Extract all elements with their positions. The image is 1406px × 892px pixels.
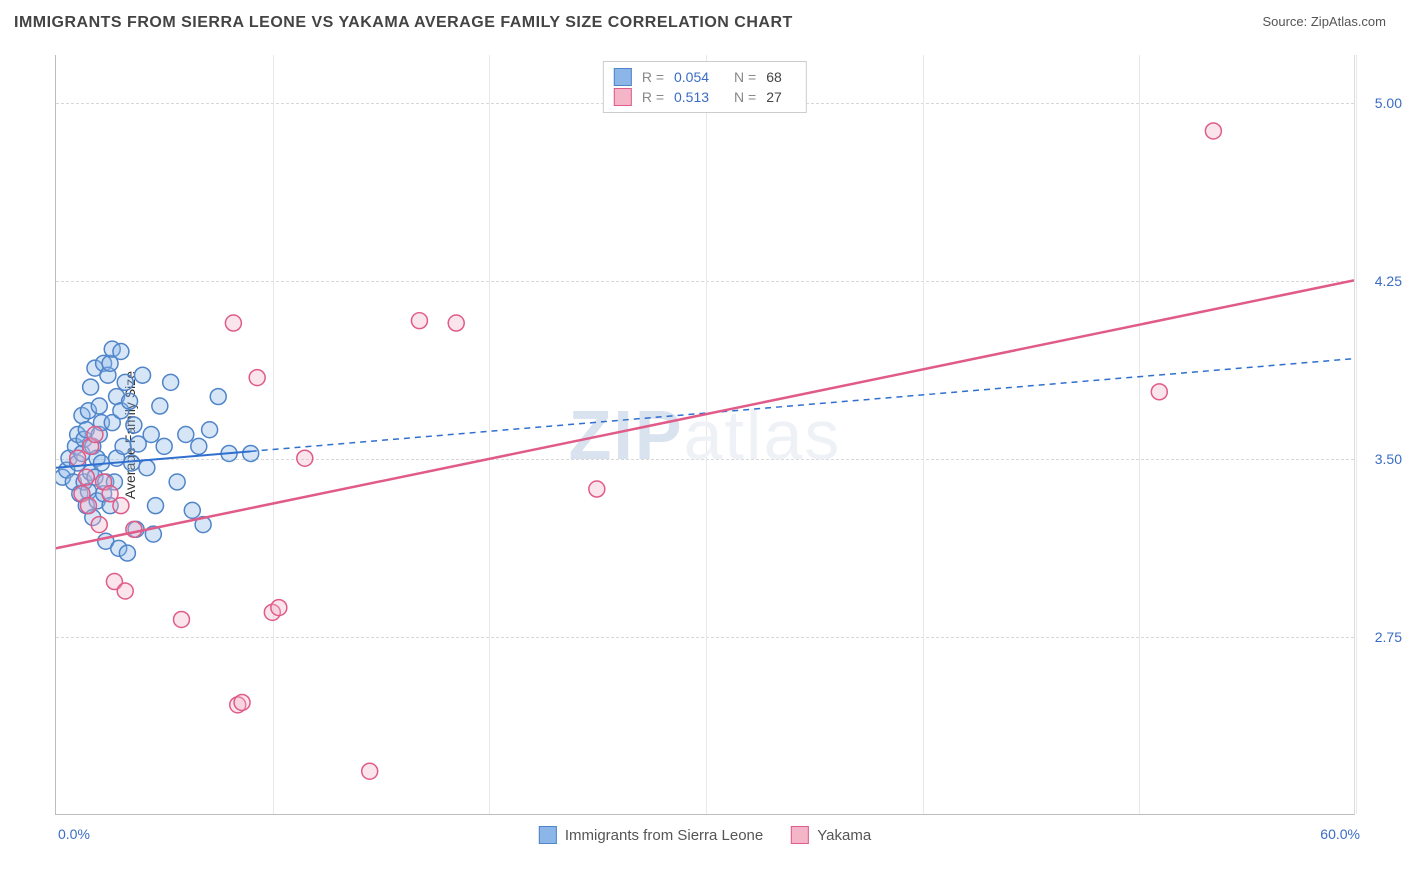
r-label: R = bbox=[642, 89, 664, 105]
chart-svg-layer bbox=[56, 55, 1354, 814]
legend-stats-row-yakama: R = 0.513 N = 27 bbox=[614, 88, 796, 106]
title-bar: IMMIGRANTS FROM SIERRA LEONE VS YAKAMA A… bbox=[0, 0, 1406, 32]
y-tick: 3.50 bbox=[1358, 451, 1402, 467]
swatch-sierra bbox=[614, 68, 632, 86]
n-label: N = bbox=[734, 89, 756, 105]
r-value-yakama: 0.513 bbox=[674, 89, 724, 105]
page-title: IMMIGRANTS FROM SIERRA LEONE VS YAKAMA A… bbox=[14, 14, 793, 32]
r-value-sierra: 0.054 bbox=[674, 69, 724, 85]
swatch-sierra bbox=[539, 826, 557, 844]
legend-label-yakama: Yakama bbox=[817, 827, 871, 844]
source-label: Source: ZipAtlas.com bbox=[1262, 14, 1386, 29]
n-label: N = bbox=[734, 69, 756, 85]
watermark-light: atlas bbox=[684, 396, 842, 474]
y-tick: 5.00 bbox=[1358, 95, 1402, 111]
n-value-sierra: 68 bbox=[766, 69, 796, 85]
legend-label-sierra: Immigrants from Sierra Leone bbox=[565, 827, 763, 844]
r-label: R = bbox=[642, 69, 664, 85]
source-link[interactable]: ZipAtlas.com bbox=[1311, 14, 1386, 29]
legend-item-sierra: Immigrants from Sierra Leone bbox=[539, 826, 763, 844]
swatch-yakama bbox=[791, 826, 809, 844]
legend-stats-row-sierra: R = 0.054 N = 68 bbox=[614, 68, 796, 86]
legend-bottom: Immigrants from Sierra Leone Yakama bbox=[539, 826, 871, 844]
y-tick: 2.75 bbox=[1358, 629, 1402, 645]
x-tick-max: 60.0% bbox=[1320, 826, 1360, 842]
n-value-yakama: 27 bbox=[766, 89, 796, 105]
swatch-yakama bbox=[614, 88, 632, 106]
y-axis-label: Average Family Size bbox=[122, 370, 138, 498]
legend-stats: R = 0.054 N = 68 R = 0.513 N = 27 bbox=[603, 61, 807, 113]
y-tick: 4.25 bbox=[1358, 273, 1402, 289]
watermark: ZIPatlas bbox=[569, 395, 842, 475]
source-prefix: Source: bbox=[1262, 14, 1310, 29]
watermark-bold: ZIP bbox=[569, 396, 684, 474]
x-tick-min: 0.0% bbox=[58, 826, 90, 842]
legend-item-yakama: Yakama bbox=[791, 826, 871, 844]
chart-plot-area: Average Family Size ZIPatlas R = 0.054 N… bbox=[55, 55, 1355, 815]
